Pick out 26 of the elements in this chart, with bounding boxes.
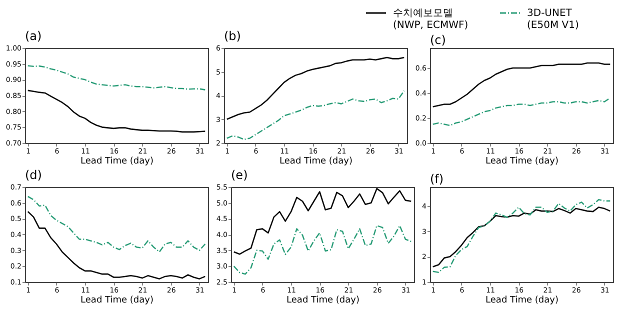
x-axis-title: Lead Time (day): [280, 156, 352, 166]
line-series: [233, 188, 412, 255]
line-series: [226, 56, 405, 120]
line-series: [27, 196, 206, 253]
line-series: [233, 224, 412, 275]
chart-title: (b): [224, 29, 241, 43]
x-axis-title: Lead Time (day): [286, 296, 360, 306]
x-axis-title: Lead Time (day): [486, 156, 558, 166]
line-series: [432, 62, 611, 108]
x-axis-title: Lead Time (day): [80, 156, 154, 166]
legend-label: 3D-UNET (E50M V1): [527, 8, 579, 31]
line-series: [27, 65, 206, 90]
chart-title: (f): [430, 172, 444, 186]
line-series: [432, 199, 611, 274]
x-axis-title: Lead Time (day): [486, 296, 558, 306]
x-axis-title: Lead Time (day): [80, 296, 154, 306]
line-series: [432, 206, 611, 268]
line-series: [27, 210, 206, 280]
chart-title: (c): [430, 33, 446, 47]
chart-title: (e): [231, 168, 248, 182]
legend-label: 수치예보모델 (NWP, ECMWF): [393, 8, 468, 31]
line-series: [226, 90, 405, 140]
chart-title: (a): [25, 29, 42, 43]
line-series: [432, 97, 611, 126]
line-series: [27, 90, 206, 133]
chart-title: (d): [25, 168, 42, 182]
